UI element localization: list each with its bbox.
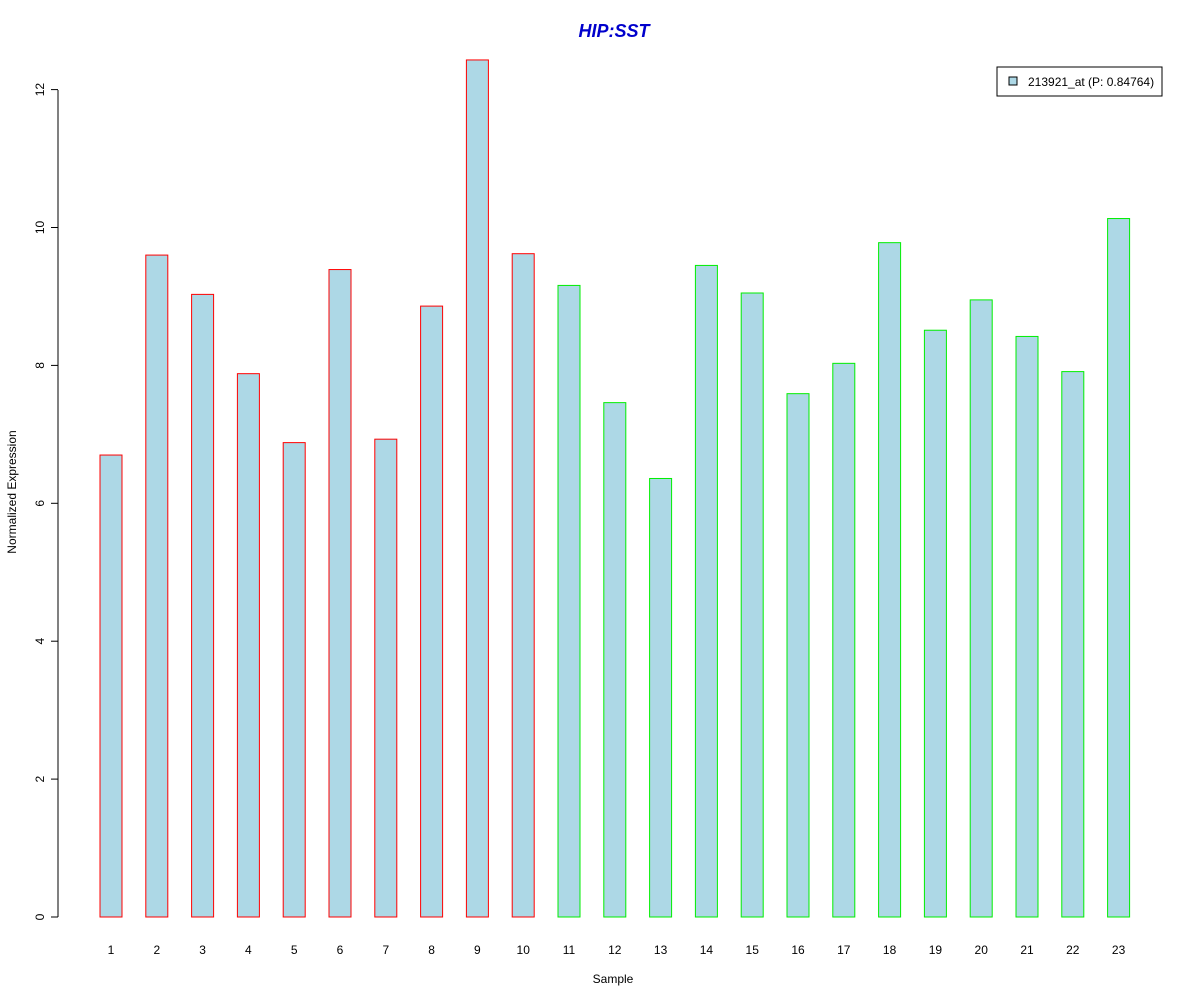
bar-sample-3 bbox=[191, 293, 215, 918]
bar-sample-14 bbox=[694, 264, 718, 918]
y-tick-label: 0 bbox=[33, 913, 47, 920]
x-tick-label: 18 bbox=[883, 943, 897, 957]
legend-label: 213921_at (P: 0.84764) bbox=[1028, 75, 1154, 89]
x-tick-label: 16 bbox=[791, 943, 805, 957]
bar-sample-18 bbox=[878, 242, 902, 918]
bar-sample-22 bbox=[1061, 371, 1085, 918]
bar-sample-6 bbox=[328, 269, 352, 918]
y-tick-label: 8 bbox=[33, 362, 47, 369]
legend: 213921_at (P: 0.84764) bbox=[996, 66, 1163, 97]
x-tick-label: 3 bbox=[199, 943, 206, 957]
bar-sample-16 bbox=[786, 393, 810, 918]
bar-sample-17 bbox=[832, 362, 856, 918]
legend-box bbox=[996, 66, 1163, 97]
x-tick-label: 9 bbox=[474, 943, 481, 957]
x-tick-label: 23 bbox=[1112, 943, 1126, 957]
x-tick-label: 1 bbox=[108, 943, 115, 957]
bars bbox=[99, 59, 1131, 918]
chart-title: HIP:SST bbox=[578, 21, 651, 41]
bar-sample-4 bbox=[236, 373, 260, 918]
x-tick-label: 17 bbox=[837, 943, 851, 957]
x-axis-ticks: 1 2 3 4 5 6 7 8 9 10 11 12 13 14 15 16 17 18 19 20 21 22 23 bbox=[108, 943, 1126, 957]
x-tick-label: 21 bbox=[1020, 943, 1034, 957]
bar-sample-9 bbox=[465, 59, 489, 918]
x-tick-label: 8 bbox=[428, 943, 435, 957]
y-axis-ticks: 0 2 4 6 8 10 12 bbox=[33, 83, 58, 920]
legend-swatch bbox=[1008, 76, 1018, 86]
x-tick-label: 2 bbox=[153, 943, 160, 957]
x-tick-label: 20 bbox=[975, 943, 989, 957]
x-tick-label: 10 bbox=[517, 943, 531, 957]
bar-sample-15 bbox=[740, 292, 764, 918]
y-tick-label: 12 bbox=[33, 83, 47, 97]
bar-sample-23 bbox=[1107, 218, 1131, 918]
x-tick-label: 14 bbox=[700, 943, 714, 957]
bar-sample-2 bbox=[145, 254, 169, 918]
x-tick-label: 5 bbox=[291, 943, 298, 957]
x-tick-label: 7 bbox=[382, 943, 389, 957]
bar-sample-13 bbox=[649, 477, 673, 918]
bar-sample-5 bbox=[282, 442, 306, 918]
y-tick-label: 6 bbox=[33, 500, 47, 507]
x-tick-label: 19 bbox=[929, 943, 943, 957]
bar-sample-19 bbox=[923, 329, 947, 918]
bar-sample-1 bbox=[99, 454, 123, 918]
bar-sample-8 bbox=[420, 305, 444, 918]
y-axis-label: Normalized Expression bbox=[5, 430, 19, 553]
y-tick-label: 10 bbox=[33, 221, 47, 235]
x-tick-label: 11 bbox=[563, 943, 576, 957]
bar-sample-10 bbox=[511, 253, 535, 918]
x-axis-label: Sample bbox=[593, 972, 634, 986]
bar-sample-7 bbox=[374, 438, 398, 918]
x-tick-label: 22 bbox=[1066, 943, 1080, 957]
x-tick-label: 12 bbox=[608, 943, 622, 957]
bar-sample-11 bbox=[557, 284, 581, 918]
y-tick-label: 4 bbox=[33, 638, 47, 645]
bar-sample-12 bbox=[603, 402, 627, 918]
bar-sample-20 bbox=[969, 299, 993, 918]
x-tick-label: 4 bbox=[245, 943, 252, 957]
x-tick-label: 6 bbox=[337, 943, 344, 957]
x-tick-label: 15 bbox=[746, 943, 760, 957]
y-tick-label: 2 bbox=[33, 775, 47, 782]
x-tick-label: 13 bbox=[654, 943, 668, 957]
bar-sample-21 bbox=[1015, 335, 1039, 918]
